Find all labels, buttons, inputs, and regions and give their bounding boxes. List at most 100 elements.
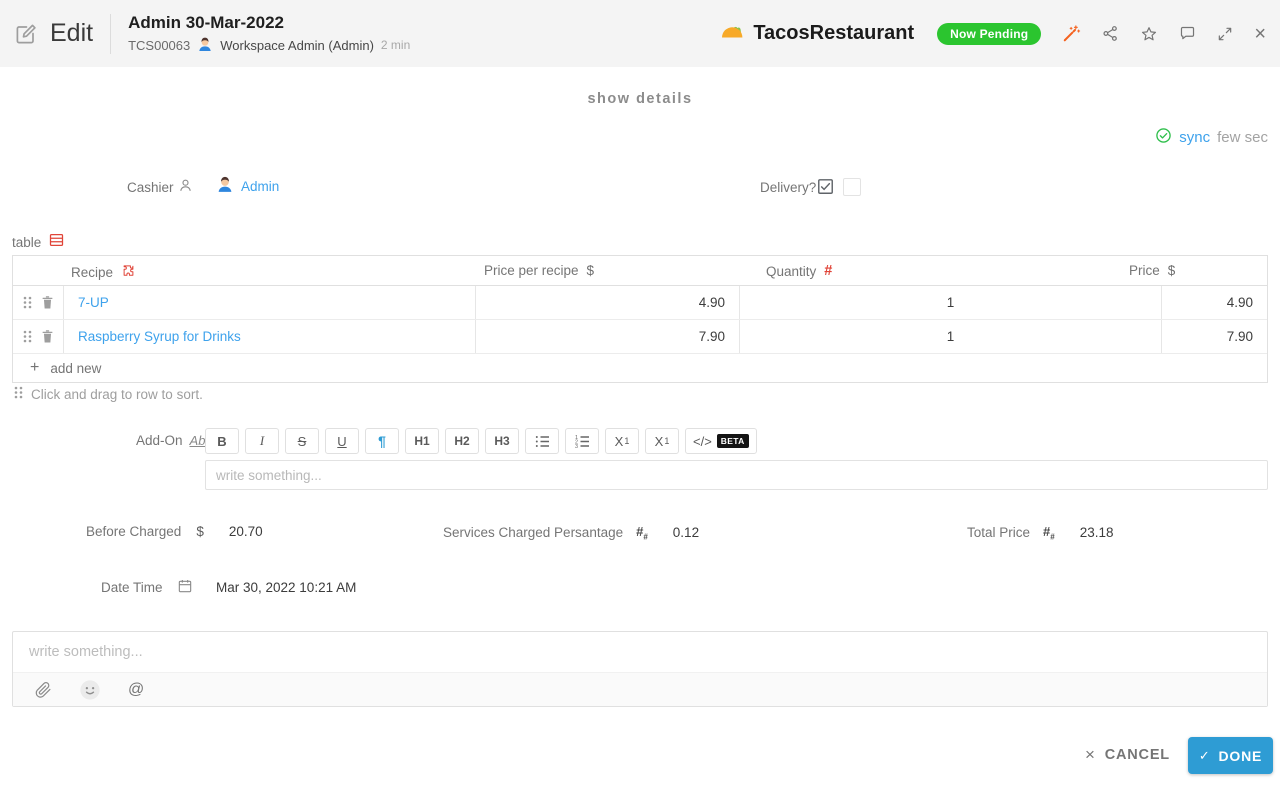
check-circle-icon [1155,127,1172,148]
puzzle-icon [121,263,136,281]
underline-button[interactable]: U [325,428,359,454]
numbered-list-button[interactable]: 1 2 3 [565,428,599,454]
h3-button[interactable]: H3 [485,428,519,454]
drag-handle-icon[interactable] [23,296,32,309]
total-price-value: 23.18 [1079,525,1114,541]
services-charged-label: Services Charged Persantage [443,525,624,541]
table-field-label: table [12,232,65,253]
total-price-label: Total Price [967,525,1031,541]
done-label: DONE [1218,747,1263,764]
cell-price-per-recipe[interactable]: 4.90 [476,286,740,319]
emoji-icon[interactable] [79,679,101,701]
cell-price[interactable]: 7.90 [1226,329,1253,344]
italic-button[interactable]: I [245,428,279,454]
comment-toolbar: @ [13,672,1267,706]
drag-handle-icon [14,386,23,402]
code-view-button[interactable]: </> BETA [685,428,757,454]
cell-price-per-recipe[interactable]: 7.90 [476,320,740,353]
avatar [197,36,213,55]
done-button[interactable]: ✓ DONE [1188,737,1273,774]
sort-hint: Click and drag to row to sort. [14,386,203,402]
add-new-row-button[interactable]: + add new [13,354,1267,382]
calendar-icon [177,578,193,599]
addon-input[interactable] [205,460,1268,490]
share-icon[interactable] [1102,25,1119,42]
header-recipe: Recipe [71,263,136,281]
header-price: Price $ [1129,263,1175,278]
delivery-label: Delivery? [760,180,817,195]
superscript-base: X [614,433,624,449]
header-price-per-recipe: Price per recipe $ [484,263,594,278]
top-bar-left: Edit Admin 30-Mar-2022 TCS00063 Workspac… [14,13,410,55]
cancel-label: CANCEL [1104,746,1170,763]
code-icon: </> [693,433,712,449]
before-charged-label: Before Charged [86,524,182,539]
cell-quantity[interactable]: 1 [740,320,1162,353]
comment-bubble-icon[interactable] [1179,25,1196,42]
record-subtitle: TCS00063 Workspace Admin (Admin) 2 min [128,36,410,55]
svg-text:2: 2 [575,439,578,445]
delete-row-icon[interactable] [41,329,54,344]
expand-icon[interactable] [1217,26,1233,42]
bold-button[interactable]: B [205,428,239,454]
paragraph-button[interactable]: ¶ [365,428,399,454]
addon-field-label: Add-On Ab [136,433,205,448]
svg-text:1: 1 [575,435,578,441]
mention-icon[interactable]: @ [128,680,145,698]
table-icon [48,232,65,253]
cashier-link[interactable]: Admin [241,179,280,194]
cell-recipe: 7-UP [64,286,476,319]
check-icon: ✓ [1198,747,1211,763]
strikethrough-button[interactable]: S [285,428,319,454]
comment-input[interactable] [13,632,1267,672]
status-badge[interactable]: Now Pending [937,22,1042,45]
before-charged-value: 20.70 [228,524,263,539]
date-time-value[interactable]: Mar 30, 2022 10:21 AM [216,580,357,595]
cell-price[interactable]: 4.90 [1226,295,1253,310]
show-details-toggle[interactable]: show details [587,91,693,107]
app-name: TacosRestaurant [753,22,915,44]
time-ago: 2 min [380,38,411,52]
avatar [216,175,234,198]
magic-wand-icon[interactable] [1062,24,1081,43]
title-block: Admin 30-Mar-2022 TCS00063 Workspace Adm… [128,13,410,55]
edit-pencil-icon [14,22,38,46]
number-icon: # [824,263,833,279]
currency-icon: $ [1167,263,1176,278]
header-qty-text: Quantity [766,263,817,279]
h1-button[interactable]: H1 [405,428,439,454]
date-time-label: Date Time [101,580,163,595]
sync-link[interactable]: sync [1179,129,1211,146]
recipe-link[interactable]: Raspberry Syrup for Drinks [78,329,241,344]
table-row: 7-UP 4.90 1 4.90 [13,286,1267,320]
hash-main: # [636,524,644,539]
star-icon[interactable] [1140,25,1158,43]
currency-icon: $ [196,524,204,539]
drag-handle-icon[interactable] [23,330,32,343]
app-identity: TacosRestaurant [720,19,914,48]
delivery-checkbox-empty[interactable] [843,178,861,196]
attachment-icon[interactable] [34,681,52,699]
cell-quantity[interactable]: 1 [740,286,1162,319]
taco-logo-icon [720,19,744,48]
delete-row-icon[interactable] [41,295,54,310]
plus-icon: + [30,359,40,376]
hash-sub: # [1050,532,1055,542]
h2-button[interactable]: H2 [445,428,479,454]
recipe-link[interactable]: 7-UP [78,295,109,310]
mode-label: Edit [50,19,94,47]
row-controls [13,286,64,319]
author-name: Workspace Admin (Admin) [220,37,374,53]
superscript-mark: 1 [624,436,630,446]
close-icon[interactable]: × [1254,22,1266,45]
delivery-checkbox-checked[interactable] [817,178,834,200]
bullet-list-button[interactable] [525,428,559,454]
text-field-icon: Ab [189,433,206,448]
header-price-text: Price [1129,263,1160,278]
cashier-label: Cashier [127,180,174,195]
cancel-button[interactable]: × CANCEL [1085,746,1170,763]
total-price-field: Total Price ## 23.18 [967,524,1114,542]
